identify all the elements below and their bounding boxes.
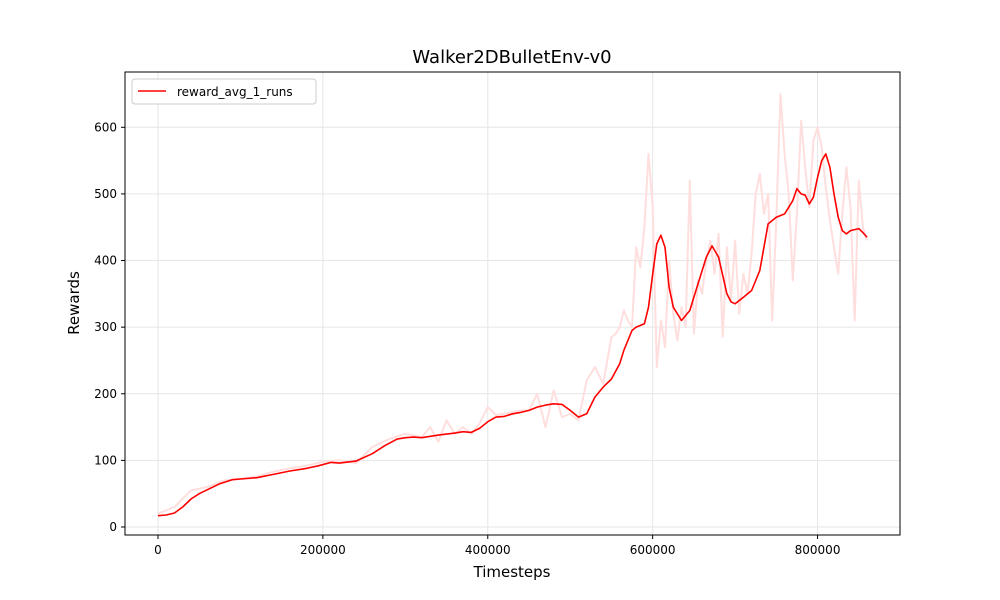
legend: reward_avg_1_runs [131,78,317,105]
y-tick-label: 500 [94,187,117,201]
x-tick-label: 400000 [465,543,511,557]
x-axis-label: Timesteps [473,563,551,581]
x-tick-label: 0 [154,543,162,557]
y-tick-label: 0 [109,520,117,534]
legend-label: reward_avg_1_runs [177,85,293,99]
y-tick-label: 100 [94,453,117,467]
x-axis: 0 200000 400000 600000 800000 [154,535,840,557]
y-tick-label: 600 [94,120,117,134]
smoothed-series [157,153,868,517]
legend-box [131,78,317,105]
raw-series [157,93,868,515]
chart-title: Walker2DBulletEnv-v0 [412,47,611,68]
raw-reward-line [157,93,868,515]
x-tick-label: 200000 [300,543,346,557]
y-axis-label: Rewards [65,271,83,335]
plot-frame [124,71,901,536]
x-tick-label: 600000 [630,543,676,557]
x-tick-label: 800000 [795,543,841,557]
y-tick-label: 300 [94,320,117,334]
y-tick-label: 200 [94,387,117,401]
y-tick-label: 400 [94,254,117,268]
y-axis: 0 100 200 300 400 500 600 [94,120,125,534]
smoothed-reward-line [157,153,868,517]
